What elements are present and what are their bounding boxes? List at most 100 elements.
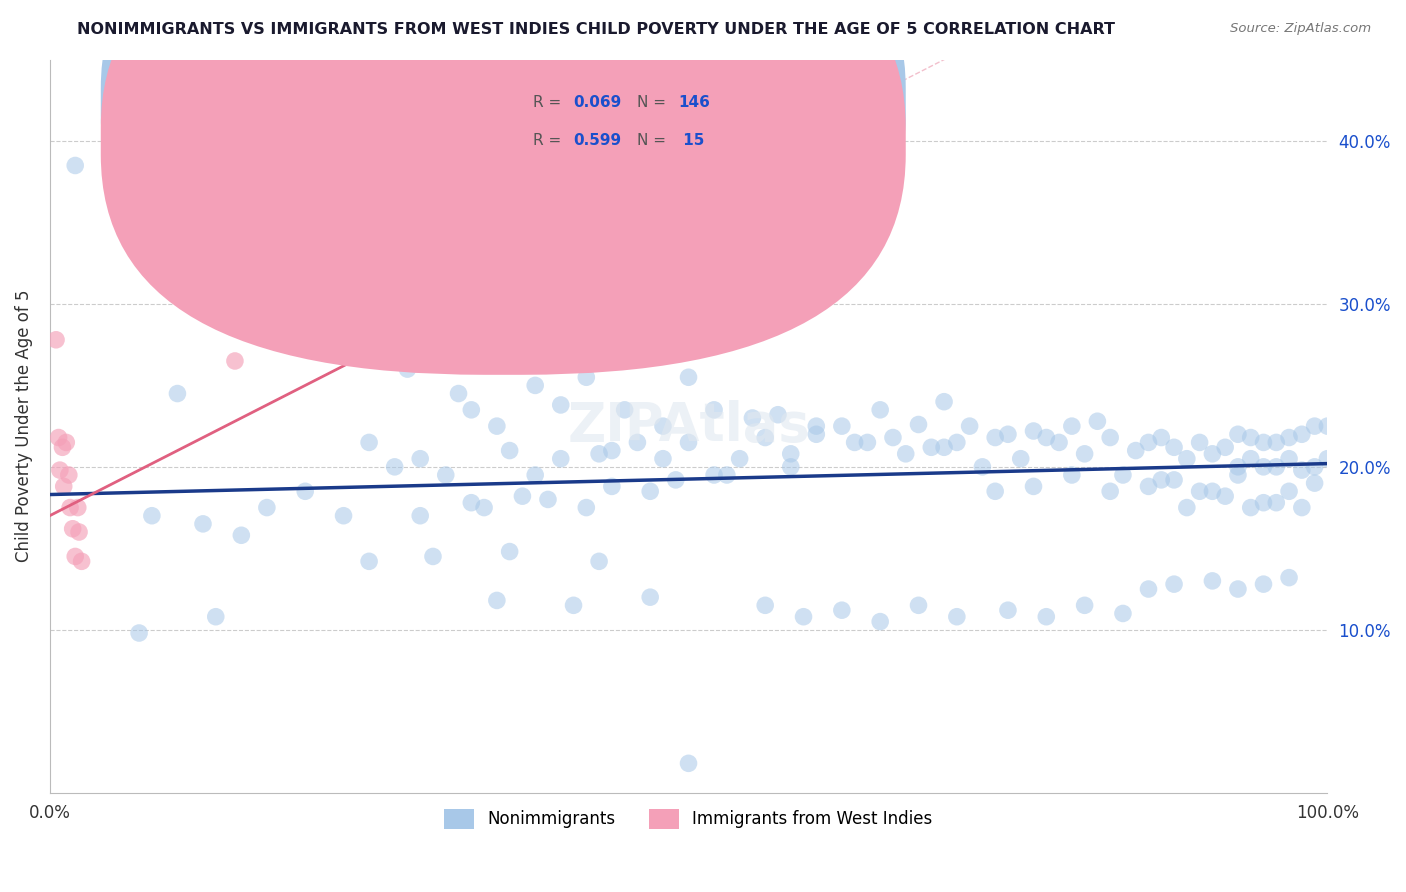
Point — [984, 431, 1007, 445]
Point — [1316, 419, 1339, 434]
Point — [665, 473, 688, 487]
Point — [498, 544, 520, 558]
Point — [49, 463, 72, 477]
Point — [1201, 484, 1223, 499]
Point — [1226, 582, 1249, 596]
Point — [48, 431, 70, 445]
Point — [1188, 484, 1211, 499]
Point — [1303, 476, 1326, 491]
Point — [1112, 468, 1135, 483]
Point — [932, 394, 955, 409]
Point — [472, 500, 495, 515]
Point — [1201, 574, 1223, 588]
Point — [1035, 609, 1057, 624]
Text: 146: 146 — [678, 95, 710, 110]
Point — [396, 362, 419, 376]
Point — [1073, 447, 1095, 461]
Point — [575, 500, 598, 515]
Point — [856, 435, 879, 450]
Point — [1253, 459, 1275, 474]
Text: N =: N = — [637, 95, 671, 110]
Text: Source: ZipAtlas.com: Source: ZipAtlas.com — [1230, 22, 1371, 36]
Point — [1125, 443, 1147, 458]
Point — [498, 443, 520, 458]
Point — [1035, 431, 1057, 445]
Point — [550, 398, 572, 412]
Point — [882, 431, 904, 445]
Point — [652, 419, 675, 434]
Point — [377, 343, 399, 357]
Point — [844, 435, 866, 450]
Point — [1213, 489, 1236, 503]
Point — [1060, 468, 1083, 483]
Point — [1047, 435, 1070, 450]
Point — [728, 451, 751, 466]
Text: N =: N = — [637, 134, 671, 148]
Point — [1278, 571, 1301, 585]
Point — [434, 468, 457, 483]
Point — [550, 451, 572, 466]
Point — [638, 590, 661, 604]
Point — [1137, 435, 1160, 450]
Point — [1073, 599, 1095, 613]
Point — [997, 603, 1019, 617]
Point — [485, 593, 508, 607]
Point — [485, 419, 508, 434]
Point — [1265, 459, 1288, 474]
Point — [1278, 431, 1301, 445]
Point — [1240, 500, 1263, 515]
Point — [537, 492, 560, 507]
Point — [1175, 500, 1198, 515]
Point — [600, 479, 623, 493]
Point — [1150, 431, 1173, 445]
Text: ZIPAtlas: ZIPAtlas — [567, 401, 810, 452]
Point — [524, 468, 547, 483]
Point — [65, 159, 87, 173]
Point — [422, 313, 444, 327]
Point — [1163, 440, 1185, 454]
Point — [58, 468, 80, 483]
Point — [1316, 451, 1339, 466]
Point — [65, 549, 87, 564]
Point — [1265, 435, 1288, 450]
Point — [224, 354, 246, 368]
Point — [231, 528, 253, 542]
Point — [1087, 414, 1109, 428]
Point — [67, 524, 90, 539]
Point — [70, 554, 93, 568]
Text: 0.069: 0.069 — [574, 95, 621, 110]
Point — [62, 522, 84, 536]
Point — [1060, 419, 1083, 434]
Point — [52, 479, 75, 493]
Point — [371, 346, 394, 360]
Point — [524, 378, 547, 392]
Legend: Nonimmigrants, Immigrants from West Indies: Nonimmigrants, Immigrants from West Indi… — [437, 802, 939, 836]
Point — [1253, 496, 1275, 510]
Point — [1240, 451, 1263, 466]
Point — [1022, 479, 1045, 493]
Point — [422, 549, 444, 564]
Point — [869, 615, 891, 629]
Point — [831, 603, 853, 617]
Point — [754, 599, 776, 613]
Point — [59, 500, 82, 515]
Point — [512, 489, 534, 503]
Point — [588, 554, 610, 568]
Point — [55, 435, 77, 450]
Point — [191, 516, 214, 531]
Point — [128, 626, 150, 640]
Point — [703, 468, 725, 483]
Point — [792, 609, 814, 624]
Point — [806, 427, 828, 442]
Point — [1226, 468, 1249, 483]
Point — [703, 402, 725, 417]
Point — [613, 402, 636, 417]
Point — [359, 435, 381, 450]
Point — [1291, 500, 1313, 515]
Point — [1201, 447, 1223, 461]
Point — [269, 272, 291, 286]
Point — [1291, 427, 1313, 442]
Y-axis label: Child Poverty Under the Age of 5: Child Poverty Under the Age of 5 — [15, 290, 32, 562]
Point — [1150, 473, 1173, 487]
Point — [1278, 484, 1301, 499]
